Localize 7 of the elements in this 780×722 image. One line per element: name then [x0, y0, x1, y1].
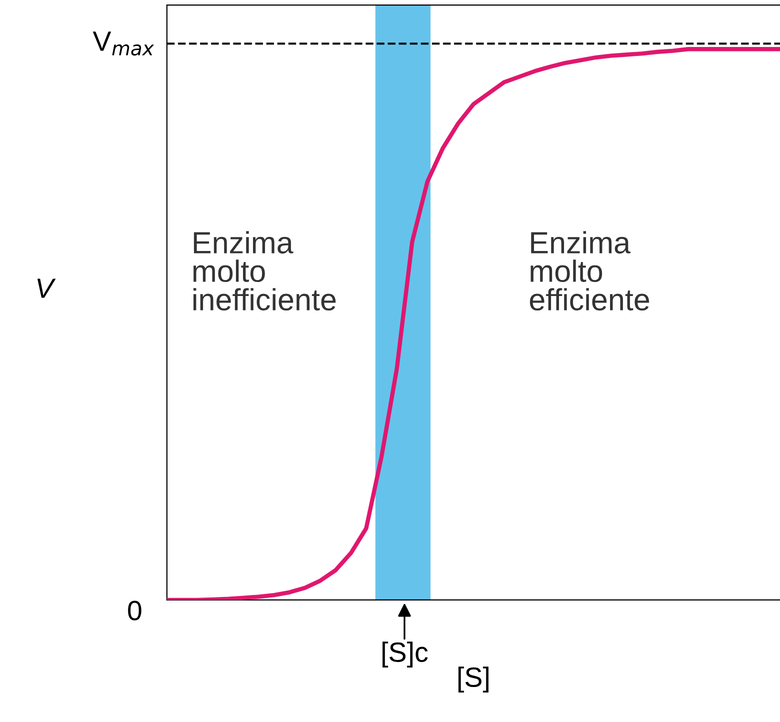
annotation: Enzima molto efficiente [530, 231, 650, 311]
text: 0 [128, 600, 142, 620]
text: [S]c [382, 642, 428, 668]
ref-line-label: V$_{max}$ [92, 32, 154, 56]
text: V [37, 278, 56, 298]
annotation: Enzima molto inefficiente [193, 231, 336, 311]
x-axis-title: [S] [458, 666, 488, 693]
